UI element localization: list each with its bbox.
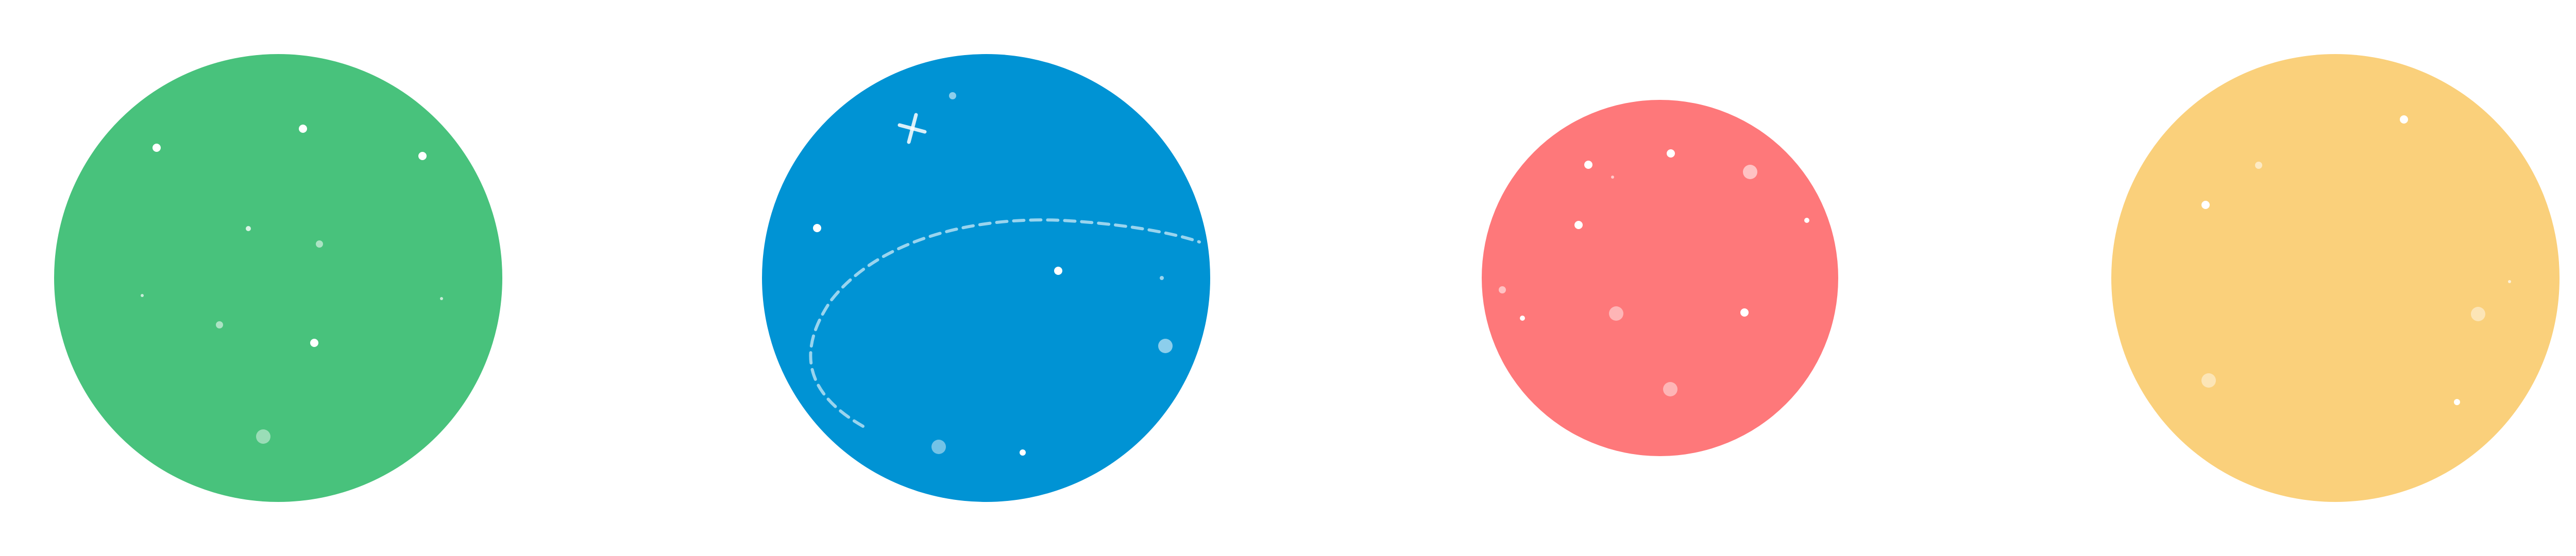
star [246,226,251,231]
yellow-planet [2111,54,2560,502]
star [1611,176,1614,179]
star [299,125,307,133]
star [2508,280,2511,283]
star [2454,399,2460,405]
star [1663,382,1677,396]
star [1520,316,1525,321]
star [931,440,946,454]
green-planet [54,54,502,502]
star [1740,308,1749,317]
star [1499,286,1506,293]
star [440,297,443,300]
yellow-planet-body [2111,54,2560,502]
blue-planet-body [762,54,1210,502]
red-planet-stars [1499,149,1809,396]
star [1160,276,1164,280]
sparkle-icon [897,113,927,144]
yellow-planet-stars [2201,115,2511,405]
star [256,429,270,444]
star [1574,221,1583,229]
star [2400,115,2408,124]
blue-planet [762,54,1210,502]
star [1667,149,1675,158]
star [1804,218,1809,223]
star [1020,449,1026,456]
star [1054,267,1062,275]
star [949,92,956,99]
star [1743,165,1757,179]
orbit-path [809,218,1201,428]
star [1158,339,1173,353]
red-planet-body [1482,100,1838,456]
star [216,321,223,328]
star [316,240,323,248]
star [2471,307,2485,321]
green-planet-body [54,54,502,502]
star [2255,162,2262,169]
star [418,152,427,160]
star [2201,201,2210,209]
green-planet-stars [141,125,443,444]
star [152,144,161,152]
star [2201,373,2216,388]
star [813,224,821,232]
blue-planet-stars [813,92,1173,456]
red-planet [1482,100,1838,456]
star [1609,306,1623,321]
star [310,339,318,347]
star [1584,161,1592,169]
star [141,294,144,297]
